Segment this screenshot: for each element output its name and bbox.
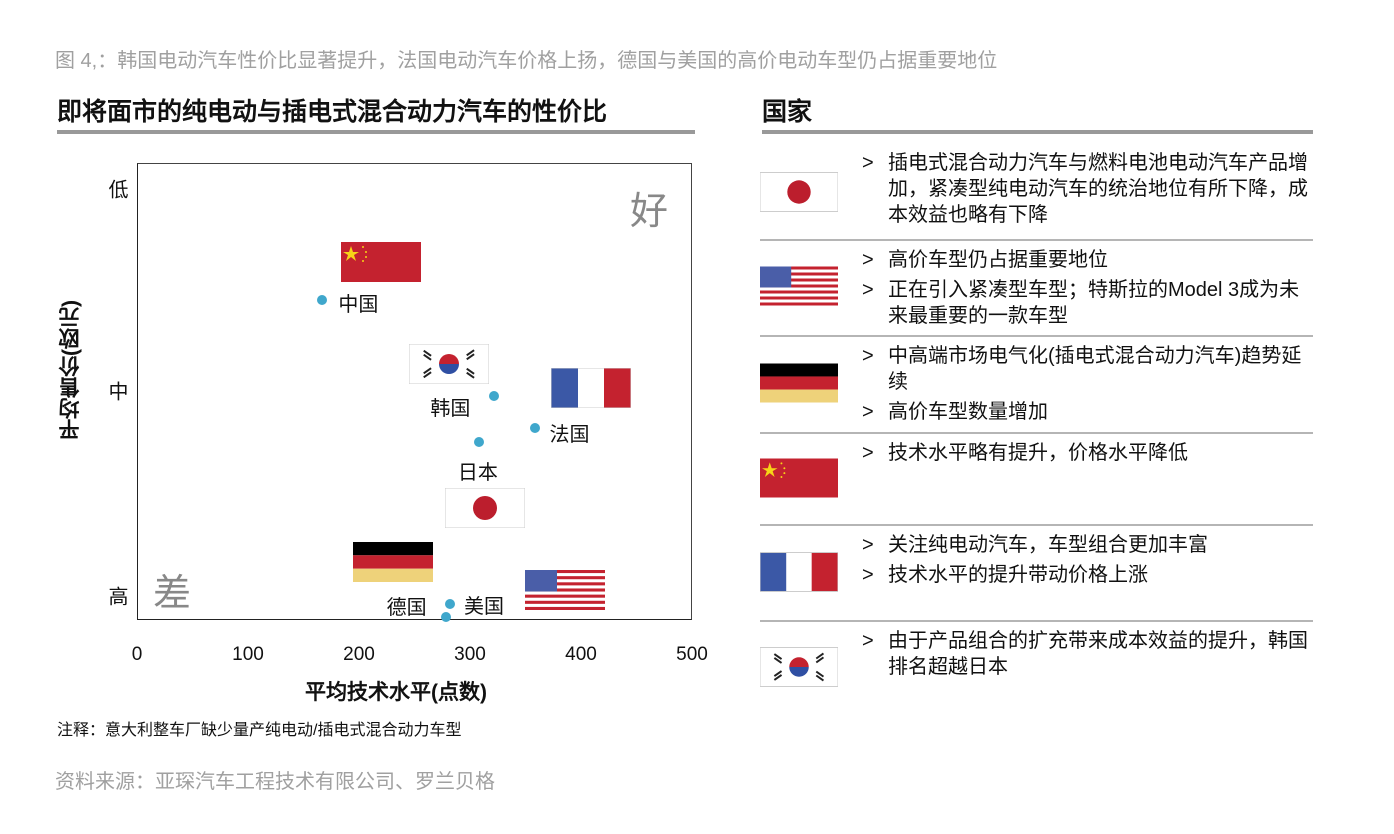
flag-usa-icon xyxy=(525,570,606,610)
legend-row-germany: > 中高端市场电气化(插电式混合动力汽车)趋势延续 > 高价车型数量增加 xyxy=(862,343,1312,429)
legend-flag-france-icon xyxy=(760,552,838,592)
note: 注释：意大利整车厂缺少量产纯电动/插电式混合动力车型 xyxy=(57,722,462,739)
bullet-text: 技术水平略有提升，价格水平降低 xyxy=(888,442,1188,464)
legend-row-korea: > 由于产品组合的扩充带来成本效益的提升，韩国排名超越日本 xyxy=(862,628,1312,684)
plot-area xyxy=(137,163,692,620)
bullet-text: 由于产品组合的扩充带来成本效益的提升，韩国排名超越日本 xyxy=(888,630,1308,678)
flag-france-icon xyxy=(551,368,632,409)
x-tick-label: 0 xyxy=(131,644,143,665)
bullet-text: 中高端市场电气化(插电式混合动力汽车)趋势延续 xyxy=(888,345,1302,393)
chart-title: 即将面市的纯电动与插电式混合动力汽车的性价比 xyxy=(57,98,608,126)
flag-japan-icon xyxy=(444,487,525,528)
bullet-marker: > xyxy=(862,152,874,174)
legend-bullet: > 高价车型数量增加 xyxy=(862,399,1312,425)
flag-china-icon xyxy=(341,242,422,283)
chart-title-rule xyxy=(57,130,695,134)
legend-bullet: > 正在引入紧凑型车型；特斯拉的Model 3成为未来最重要的一款车型 xyxy=(862,277,1312,329)
legend-flag-germany-icon xyxy=(760,363,838,403)
corner-label-good: 好 xyxy=(630,191,669,233)
point-label: 美国 xyxy=(464,596,505,618)
bullet-text: 关注纯电动汽车，车型组合更加丰富 xyxy=(888,534,1208,556)
corner-label-bad: 差 xyxy=(153,573,192,615)
x-tick-label: 300 xyxy=(454,644,486,665)
bullet-marker: > xyxy=(862,279,874,301)
legend-divider xyxy=(760,524,1313,526)
y-tick-label: 高 xyxy=(105,586,127,607)
bullet-text: 插电式混合动力汽车与燃料电池电动汽车产品增加，紧凑型纯电动汽车的统治地位有所下降… xyxy=(888,152,1308,226)
figure-title: 图 4,：韩国电动汽车性价比显著提升，法国电动汽车价格上扬，德国与美国的高价电动… xyxy=(55,50,998,72)
bullet-marker: > xyxy=(862,630,874,652)
bullet-marker: > xyxy=(862,564,874,586)
legend-row-usa: > 高价车型仍占据重要地位 > 正在引入紧凑型车型；特斯拉的Model 3成为未来最重… xyxy=(862,247,1312,333)
legend-bullet: > 技术水平略有提升，价格水平降低 xyxy=(862,440,1312,466)
legend-divider xyxy=(760,620,1313,622)
legend-divider xyxy=(760,335,1313,337)
legend-bullet: > 关注纯电动汽车，车型组合更加丰富 xyxy=(862,532,1312,558)
bullet-marker: > xyxy=(862,442,874,464)
bullet-marker: > xyxy=(862,249,874,271)
legend-bullet: > 由于产品组合的扩充带来成本效益的提升，韩国排名超越日本 xyxy=(862,628,1312,680)
legend-bullet: > 插电式混合动力汽车与燃料电池电动汽车产品增加，紧凑型纯电动汽车的统治地位有所下… xyxy=(862,150,1312,228)
legend-bullet: > 高价车型仍占据重要地位 xyxy=(862,247,1312,273)
legend-divider xyxy=(760,239,1313,241)
legend-flag-japan-icon xyxy=(760,172,838,212)
legend-flag-usa-icon xyxy=(760,266,838,306)
legend-title-rule xyxy=(762,130,1313,134)
y-axis-label: 平均售价(欧元) xyxy=(59,300,82,440)
bullet-text: 高价车型仍占据重要地位 xyxy=(888,249,1108,271)
bullet-marker: > xyxy=(862,345,874,367)
bullet-text: 高价车型数量增加 xyxy=(888,401,1048,423)
data-point-germany xyxy=(440,611,451,622)
point-label: 法国 xyxy=(549,424,590,447)
legend-row-china: > 技术水平略有提升，价格水平降低 xyxy=(862,440,1312,470)
x-tick-label: 100 xyxy=(232,644,264,665)
legend-bullet: > 中高端市场电气化(插电式混合动力汽车)趋势延续 xyxy=(862,343,1312,395)
point-label: 日本 xyxy=(457,461,498,484)
y-tick-label: 低 xyxy=(105,179,127,200)
legend-flag-china-icon xyxy=(760,458,838,498)
x-tick-label: 200 xyxy=(343,644,375,665)
point-label: 德国 xyxy=(386,596,427,619)
bullet-text: 技术水平的提升带动价格上涨 xyxy=(888,564,1148,586)
legend-row-france: > 关注纯电动汽车，车型组合更加丰富 > 技术水平的提升带动价格上涨 xyxy=(862,532,1312,592)
data-point-korea xyxy=(489,391,500,402)
y-tick-label: 中 xyxy=(105,380,127,401)
legend-flag-korea-icon xyxy=(760,647,838,687)
data-point-france xyxy=(530,423,541,434)
x-tick-label: 500 xyxy=(676,644,708,665)
bullet-marker: > xyxy=(862,534,874,556)
data-point-china xyxy=(317,295,328,306)
point-label: 韩国 xyxy=(430,398,471,421)
legend-row-japan: > 插电式混合动力汽车与燃料电池电动汽车产品增加，紧凑型纯电动汽车的统治地位有所下… xyxy=(862,150,1312,232)
legend-bullet: > 技术水平的提升带动价格上涨 xyxy=(862,562,1312,588)
source: 资料来源：亚琛汽车工程技术有限公司、罗兰贝格 xyxy=(55,771,495,793)
x-tick-label: 400 xyxy=(565,644,597,665)
bullet-text: 正在引入紧凑型车型；特斯拉的Model 3成为未来最重要的一款车型 xyxy=(888,279,1300,327)
flag-korea-icon xyxy=(409,344,490,385)
flag-germany-icon xyxy=(352,541,433,582)
data-point-usa xyxy=(445,599,456,609)
data-point-japan xyxy=(473,436,484,447)
bullet-marker: > xyxy=(862,401,874,423)
legend-title: 国家 xyxy=(762,98,813,126)
point-label: 中国 xyxy=(338,294,379,317)
x-axis-label: 平均技术水平(点数) xyxy=(305,681,487,704)
legend-divider xyxy=(760,432,1313,434)
